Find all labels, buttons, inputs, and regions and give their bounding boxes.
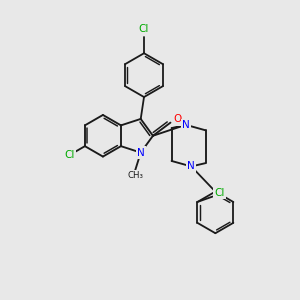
Text: N: N bbox=[182, 120, 190, 130]
Text: Cl: Cl bbox=[214, 188, 224, 198]
Text: CH₃: CH₃ bbox=[127, 171, 143, 180]
Text: O: O bbox=[173, 114, 181, 124]
Text: N: N bbox=[188, 161, 195, 171]
Text: Cl: Cl bbox=[64, 150, 75, 160]
Text: N: N bbox=[137, 148, 145, 158]
Text: Cl: Cl bbox=[139, 24, 149, 34]
